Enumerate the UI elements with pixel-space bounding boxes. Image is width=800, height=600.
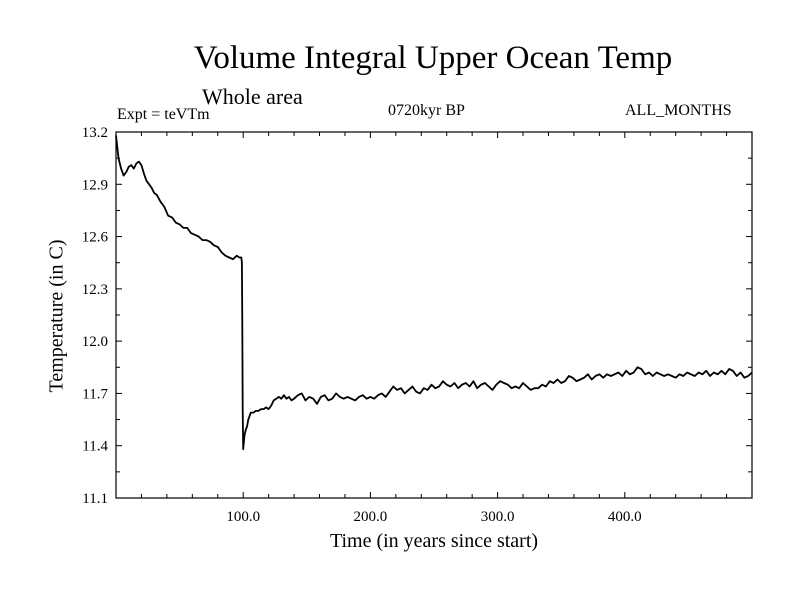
series-line	[115, 135, 753, 451]
chart-subtitle: Whole area	[202, 84, 303, 109]
x-tick-label: 100.0	[226, 509, 260, 525]
experiment-label: Expt = teVTm	[117, 106, 210, 123]
y-tick-label: 13.2	[82, 125, 108, 141]
y-tick-label: 11.4	[82, 439, 108, 455]
x-tick-label: 400.0	[608, 509, 642, 525]
series-lines	[115, 135, 753, 451]
y-tick-label: 11.7	[82, 386, 108, 402]
y-tick-label: 11.1	[82, 491, 108, 507]
axis-ticks: 100.0 200.0 300.0 400.0 11.1 11.4 11.7 12.0 12.3…	[82, 125, 752, 525]
chart-title: Volume Integral Upper Ocean Temp	[193, 40, 673, 76]
period-label: 0720kyr BP	[388, 102, 465, 119]
x-tick-label: 200.0	[354, 509, 388, 525]
plot-frame	[115, 131, 753, 499]
y-tick-label: 12.6	[82, 230, 109, 246]
x-axis-label: Time (in years since start)	[329, 530, 539, 552]
y-tick-label: 12.9	[82, 177, 108, 193]
x-tick-label: 300.0	[481, 509, 515, 525]
y-tick-label: 12.0	[82, 334, 108, 350]
y-tick-label: 12.3	[82, 282, 108, 298]
months-label: ALL_MONTHS	[625, 102, 732, 119]
